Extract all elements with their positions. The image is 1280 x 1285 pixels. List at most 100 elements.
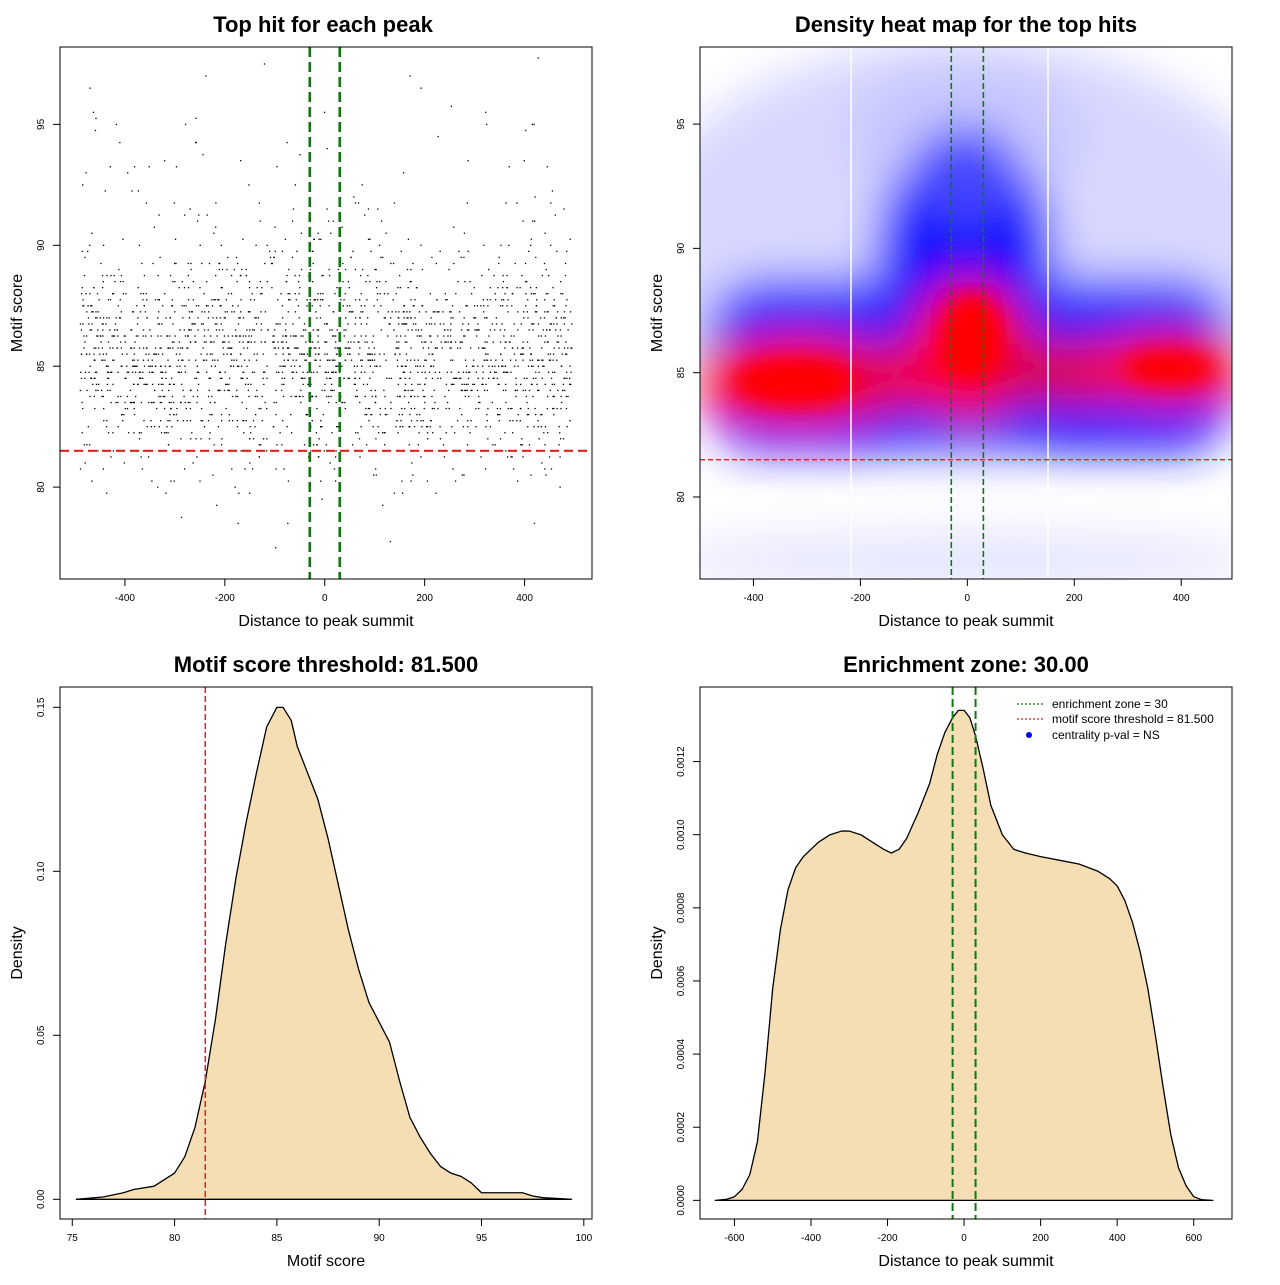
scatter-point [235,359,238,361]
scatter-point [203,426,206,428]
scatter-point [140,377,142,379]
scatter-point [196,365,198,367]
scatter-point [241,401,243,404]
scatter-point [202,347,204,349]
scatter-point [558,426,560,428]
scatter-point [300,268,303,271]
scatter-point [507,407,509,410]
scatter-point [175,166,178,168]
scatter-point [392,299,394,301]
scatter-point [488,365,490,367]
scatter-point [250,335,253,337]
scatter-point [161,389,163,392]
scatter-point [173,341,175,343]
scatter-point [334,347,336,349]
scatter-point [450,105,453,107]
scatter-point [224,371,226,373]
scatter-point [112,450,114,452]
scatter-point [300,353,303,355]
scatter-point [148,353,150,355]
score-density-x-tick-label: 85 [271,1233,283,1244]
scatter-point [548,456,551,458]
scatter-point [406,317,408,319]
scatter-point [188,317,191,319]
scatter-point [450,347,452,349]
scatter-point [118,268,120,271]
scatter-point [522,389,524,392]
scatter-point [384,395,386,398]
scatter-point [123,462,125,464]
scatter-point [407,401,410,404]
scatter-point [195,377,198,379]
scatter-point [198,305,200,307]
scatter-point [350,359,353,361]
scatter-point [493,274,495,277]
scatter-point [149,365,152,367]
scatter-point [565,353,567,355]
scatter-point [371,359,373,361]
scatter-point [245,274,247,277]
scatter-point [248,335,250,337]
heatmap-x-axis-label: Distance to peak summit [878,613,1054,630]
scatter-point [215,226,217,228]
scatter-point [326,353,328,355]
scatter-point [527,317,529,319]
scatter-point [139,371,141,373]
scatter-point [541,274,543,277]
scatter-point [292,359,294,361]
scatter-point [484,341,486,343]
scatter-point [379,293,381,295]
scatter-point [403,323,406,325]
scatter-point [327,371,329,373]
scatter-point [143,420,145,422]
scatter-point [215,329,218,331]
heatmap-density-layers [700,47,1232,579]
scatter-point [421,305,423,307]
scatter-point [450,341,452,343]
scatter-point [472,383,474,386]
scatter-point [530,353,532,355]
scatter-point [317,341,319,343]
scatter-point [285,323,287,325]
heatmap-y-tick-label: 85 [676,367,687,379]
scatter-point [526,280,528,283]
legend-entry-motif-threshold: motif score threshold = 81.500 [1017,712,1214,726]
scatter-point [260,407,262,410]
scatter-point [486,341,488,343]
scatter-point [429,335,431,337]
scatter-point [505,371,508,373]
scatter-point [246,347,249,349]
scatter-point [504,341,507,343]
scatter-point [163,160,166,162]
scatter-point [218,268,220,271]
scatter-point [282,420,284,422]
scatter-point [411,462,413,464]
scatter-point [170,407,172,410]
scatter-point [283,468,285,470]
scatter-point [206,214,208,216]
scatter-point [182,420,184,422]
scatter-point [398,413,401,416]
scatter-point [222,329,224,331]
scatter-point [185,305,187,307]
scatter-point [163,395,166,398]
scatter-point [119,280,122,283]
scatter-point [196,220,199,222]
scatter-point [553,299,555,301]
scatter-point [214,323,216,325]
scatter-point [249,299,252,301]
scatter-point [236,420,239,422]
scatter-point [123,413,125,416]
scatter-point [140,401,143,404]
scatter-point [530,383,533,386]
scatter-point [264,401,266,404]
scatter-point [340,299,342,301]
scatter-point [242,377,244,379]
scatter-point [403,305,405,307]
scatter-point [226,268,228,271]
scatter-point [209,377,212,379]
scatter-point [134,341,136,343]
scatter-point [82,305,84,307]
scatter-point [451,305,454,307]
